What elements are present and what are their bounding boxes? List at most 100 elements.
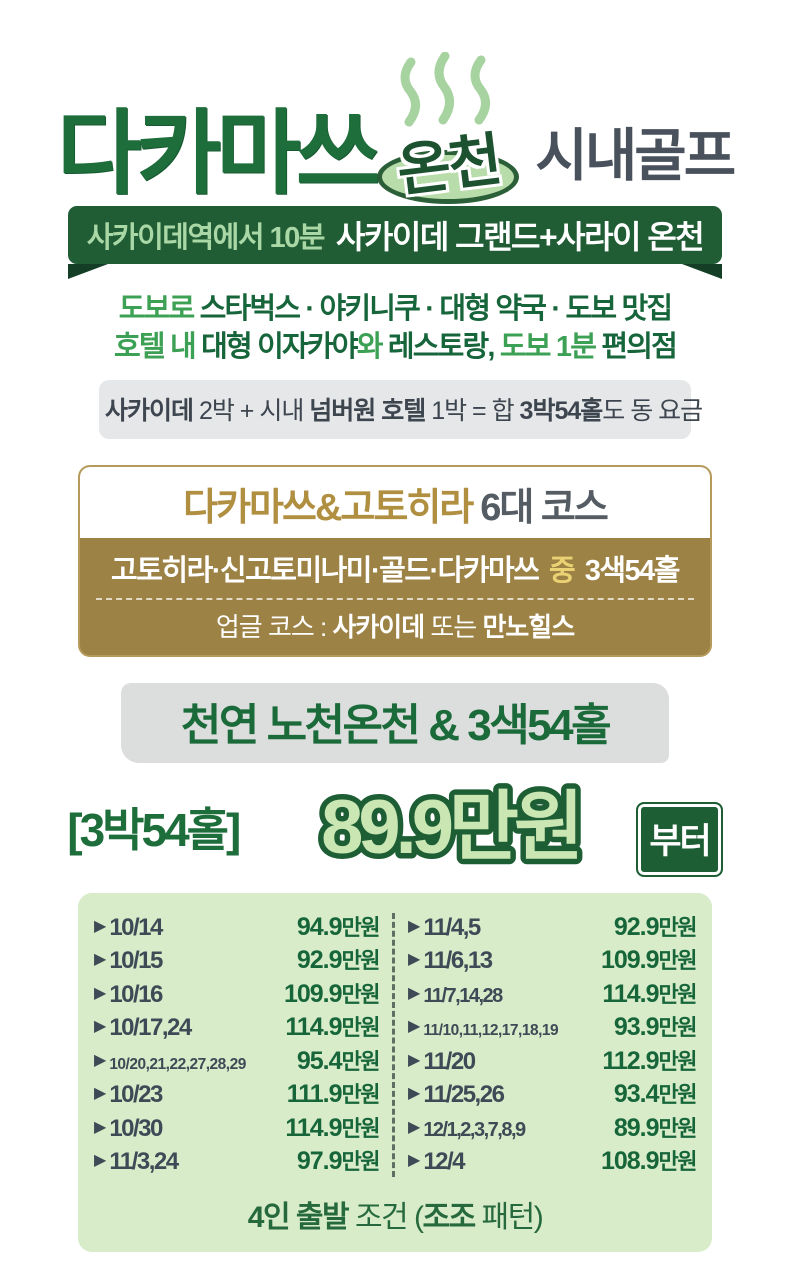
departure-condition: 4인 출발 조건 (조조 패턴) xyxy=(94,1192,696,1236)
departure-date: 11/6,13 xyxy=(423,947,493,975)
price-unit: 만원 xyxy=(341,914,381,940)
course-accent: 중 xyxy=(548,554,576,587)
highlight-segment: 편의점 xyxy=(601,331,677,364)
price-value: 114.9만원 xyxy=(602,979,698,1008)
price-row: ▶ 10/20,21,22,27,28,29 95.4만원 xyxy=(94,1047,381,1077)
arrow-icon: ▶ xyxy=(94,1051,107,1069)
price-row: ▶ 11/4,5 92.9만원 xyxy=(408,912,698,943)
station-banner-highlight: 사카이데역에서 10분 xyxy=(86,222,326,254)
arrow-icon: ▶ xyxy=(408,951,421,969)
arrow-icon: ▶ xyxy=(94,1085,107,1103)
note-segment: 사카이데 xyxy=(105,396,199,425)
price-row: ▶ 10/15 92.9만원 xyxy=(94,946,381,976)
onsen-pool-icon xyxy=(377,150,520,204)
arrow-icon: ▶ xyxy=(408,984,421,1002)
arrow-icon: ▶ xyxy=(94,984,107,1002)
upgrade-course: 만노힐스 xyxy=(482,611,575,642)
station-banner-main: 사카이데 그랜드+사라이 온천 xyxy=(336,219,705,255)
price-unit: 만원 xyxy=(341,1149,381,1175)
price-row: ▶ 11/10,11,12,17,18,19 93.9만원 xyxy=(408,1013,698,1043)
price-unit: 만원 xyxy=(658,914,698,940)
price-row: ▶ 12/4 108.9만원 xyxy=(408,1147,698,1177)
price-unit: 만원 xyxy=(341,948,381,974)
highlight-segment: 레스토랑, xyxy=(387,331,500,364)
course-box-title: 다카마쓰&고토히라 6대 코스 xyxy=(80,466,710,538)
price-unit: 만원 xyxy=(341,1115,381,1141)
station-banner-ribbon: 사카이데역에서 10분 사카이데 그랜드+사라이 온천 xyxy=(68,206,722,264)
course-list: 고토히라·신고토미나미·골드·다카마쓰 xyxy=(111,554,545,587)
price-headline: [3박54홀] 89.9만원 89.9만원 부터 xyxy=(0,773,790,881)
upgrade-course: 사카이데 xyxy=(332,611,431,642)
hotel-note: 사카이데 2박 + 시내 넘버원 호텔 1박 = 합 3박54홀도 동 요금 xyxy=(99,379,703,439)
price-amount: 89.9만원 89.9만원 xyxy=(310,774,595,881)
page-title: 다카마쓰 온천 시내골프 xyxy=(0,52,790,205)
price-unit: 만원 xyxy=(341,1082,381,1108)
arrow-icon: ▶ xyxy=(408,1085,421,1103)
price-unit: 만원 xyxy=(658,1082,698,1108)
price-table: ▶ 10/14 94.9만원 ▶ 10/15 92.9만원 ▶ 10/16 109.9만원 ▶ 10… xyxy=(78,892,712,1252)
departure-date: 10/17,24 xyxy=(109,1014,192,1042)
price-row: ▶ 11/3,24 97.9만원 xyxy=(94,1147,381,1177)
svg-text:89.9만원: 89.9만원 xyxy=(321,785,579,870)
note-segment: 3박54홀 xyxy=(519,396,604,425)
station-banner: 사카이데역에서 10분 사카이데 그랜드+사라이 온천 xyxy=(68,206,722,279)
price-value: 94.9만원 xyxy=(296,912,381,941)
price-bracket: [3박54홀] xyxy=(67,803,241,856)
price-value: 92.9만원 xyxy=(613,912,698,941)
price-row: ▶ 12/1,2,3,7,8,9 89.9만원 xyxy=(408,1114,698,1144)
course-title-gray: 6대 코스 xyxy=(480,486,609,529)
price-value: 93.4만원 xyxy=(613,1080,698,1109)
departure-date: 10/15 xyxy=(109,947,163,975)
steam-icon xyxy=(396,52,495,130)
departure-date: 10/30 xyxy=(109,1114,163,1142)
ribbon-fold-left xyxy=(68,264,108,279)
price-unit: 만원 xyxy=(658,981,698,1007)
onsen-banner: 천연 노천온천 & 3색54홀 xyxy=(121,682,669,763)
arrow-icon: ▶ xyxy=(94,951,107,969)
course-holes: 3색54홀 xyxy=(578,554,681,587)
price-value: 93.9만원 xyxy=(613,1013,698,1042)
highlight-segment: 도보 1분 xyxy=(499,331,602,364)
highlight-segment: 도보로 xyxy=(118,293,200,325)
price-unit: 만원 xyxy=(658,1149,698,1175)
departure-date: 10/16 xyxy=(109,980,163,1008)
title-main-text: 다카마쓰 xyxy=(56,102,381,205)
price-column-right: ▶ 11/4,5 92.9만원 ▶ 11/6,13 109.9만원 ▶ 11/7,14,28 1… xyxy=(395,912,698,1177)
arrow-icon: ▶ xyxy=(408,1118,421,1136)
highlight-segment: 스타벅스 · 야키니쿠 · 대형 약국 · 도보 맛집 xyxy=(199,293,674,325)
highlight-segment: 와 xyxy=(356,331,388,364)
note-segment: 넘버원 호텔 xyxy=(309,396,432,425)
departure-date: 11/20 xyxy=(423,1047,476,1075)
price-row: ▶ 10/23 111.9만원 xyxy=(94,1080,381,1110)
departure-date: 11/4,5 xyxy=(423,913,481,941)
price-value: 108.9만원 xyxy=(600,1147,698,1176)
price-value: 112.9만원 xyxy=(602,1046,697,1075)
upgrade-course-line: 업글 코스 : 사카이데 또는 만노힐스 xyxy=(80,607,710,644)
departure-date: 10/20,21,22,27,28,29 xyxy=(109,1055,246,1073)
departure-date: 11/7,14,28 xyxy=(423,984,503,1007)
highlight-segment: 호텔 내 xyxy=(113,331,202,364)
departure-date: 10/23 xyxy=(109,1081,163,1109)
note-segment: 도 동 요금 xyxy=(602,396,703,425)
walkability-line-1: 도보로 스타벅스 · 야키니쿠 · 대형 약국 · 도보 맛집 xyxy=(0,290,790,328)
price-unit: 만원 xyxy=(341,1015,381,1041)
arrow-icon: ▶ xyxy=(94,1118,107,1136)
condition-segment: 조건 ( xyxy=(354,1200,424,1234)
departure-date: 12/4 xyxy=(423,1148,465,1176)
arrow-icon: ▶ xyxy=(408,1051,421,1069)
note-segment: 2박 + 시내 xyxy=(198,396,310,425)
price-columns: ▶ 10/14 94.9만원 ▶ 10/15 92.9만원 ▶ 10/16 109.9만원 ▶ 10… xyxy=(94,912,698,1177)
departure-date: 11/10,11,12,17,18,19 xyxy=(423,1022,559,1040)
title-sub-text: 시내골프 xyxy=(535,124,736,188)
svg-text:89.9만원: 89.9만원 xyxy=(321,785,579,870)
price-value: 92.9만원 xyxy=(296,946,381,975)
arrow-icon: ▶ xyxy=(94,917,107,935)
price-unit: 만원 xyxy=(341,981,381,1007)
price-value: 97.9만원 xyxy=(296,1147,381,1176)
onsen-badge-label: 온천 xyxy=(394,126,505,204)
dashed-divider xyxy=(96,597,694,600)
arrow-icon: ▶ xyxy=(408,1152,421,1170)
price-value: 114.9만원 xyxy=(285,1013,381,1042)
price-row: ▶ 11/20 112.9만원 xyxy=(408,1046,698,1077)
